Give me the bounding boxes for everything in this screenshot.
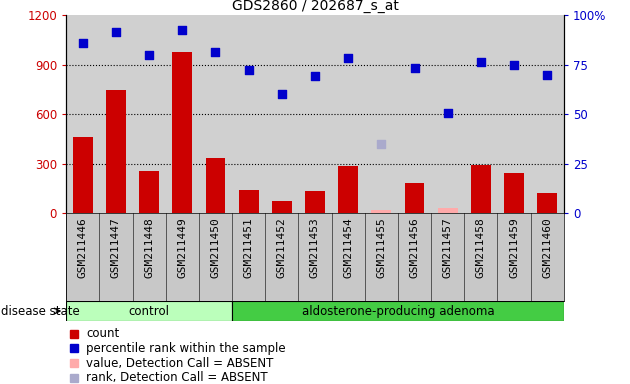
Bar xyxy=(205,158,226,213)
Text: control: control xyxy=(129,305,169,318)
Title: GDS2860 / 202687_s_at: GDS2860 / 202687_s_at xyxy=(232,0,398,13)
Text: GSM211449: GSM211449 xyxy=(177,217,187,278)
Text: GSM211460: GSM211460 xyxy=(542,217,553,278)
Point xyxy=(376,141,386,147)
Point xyxy=(210,48,220,55)
Text: GSM211454: GSM211454 xyxy=(343,217,353,278)
Bar xyxy=(504,173,524,213)
Text: GSM211453: GSM211453 xyxy=(310,217,320,278)
Text: GSM211458: GSM211458 xyxy=(476,217,486,278)
Point xyxy=(144,52,154,58)
Point xyxy=(310,73,320,79)
Point xyxy=(509,62,519,68)
Bar xyxy=(173,51,192,213)
Bar xyxy=(106,89,126,213)
Bar xyxy=(239,190,258,213)
Text: percentile rank within the sample: percentile rank within the sample xyxy=(86,342,285,355)
Bar xyxy=(338,166,358,213)
Bar xyxy=(232,301,564,321)
Text: GSM211455: GSM211455 xyxy=(376,217,386,278)
Text: GSM211446: GSM211446 xyxy=(77,217,88,278)
Point xyxy=(244,67,254,73)
Bar xyxy=(139,171,159,213)
Bar xyxy=(372,210,391,213)
Point xyxy=(343,55,353,61)
Text: GSM211457: GSM211457 xyxy=(443,217,453,278)
Bar xyxy=(471,166,491,213)
Text: value, Detection Call = ABSENT: value, Detection Call = ABSENT xyxy=(86,357,273,370)
Point xyxy=(443,109,453,116)
Point xyxy=(111,29,121,35)
Bar xyxy=(66,301,232,321)
Text: GSM211459: GSM211459 xyxy=(509,217,519,278)
Point xyxy=(542,72,553,78)
Point xyxy=(410,65,420,71)
Bar xyxy=(73,137,93,213)
Text: GSM211448: GSM211448 xyxy=(144,217,154,278)
Bar xyxy=(404,183,425,213)
Text: GSM211452: GSM211452 xyxy=(277,217,287,278)
Point xyxy=(77,40,88,46)
Point xyxy=(476,58,486,65)
Text: GSM211456: GSM211456 xyxy=(410,217,420,278)
Text: disease state: disease state xyxy=(1,305,80,318)
Text: aldosterone-producing adenoma: aldosterone-producing adenoma xyxy=(302,305,495,318)
Text: GSM211450: GSM211450 xyxy=(210,217,220,278)
Text: GSM211451: GSM211451 xyxy=(244,217,254,278)
Bar xyxy=(438,208,457,213)
Bar xyxy=(305,191,325,213)
Point xyxy=(277,91,287,98)
Text: GSM211447: GSM211447 xyxy=(111,217,121,278)
Text: count: count xyxy=(86,327,119,340)
Point xyxy=(177,27,187,33)
Bar xyxy=(272,201,292,213)
Text: rank, Detection Call = ABSENT: rank, Detection Call = ABSENT xyxy=(86,371,268,384)
Bar xyxy=(537,194,557,213)
